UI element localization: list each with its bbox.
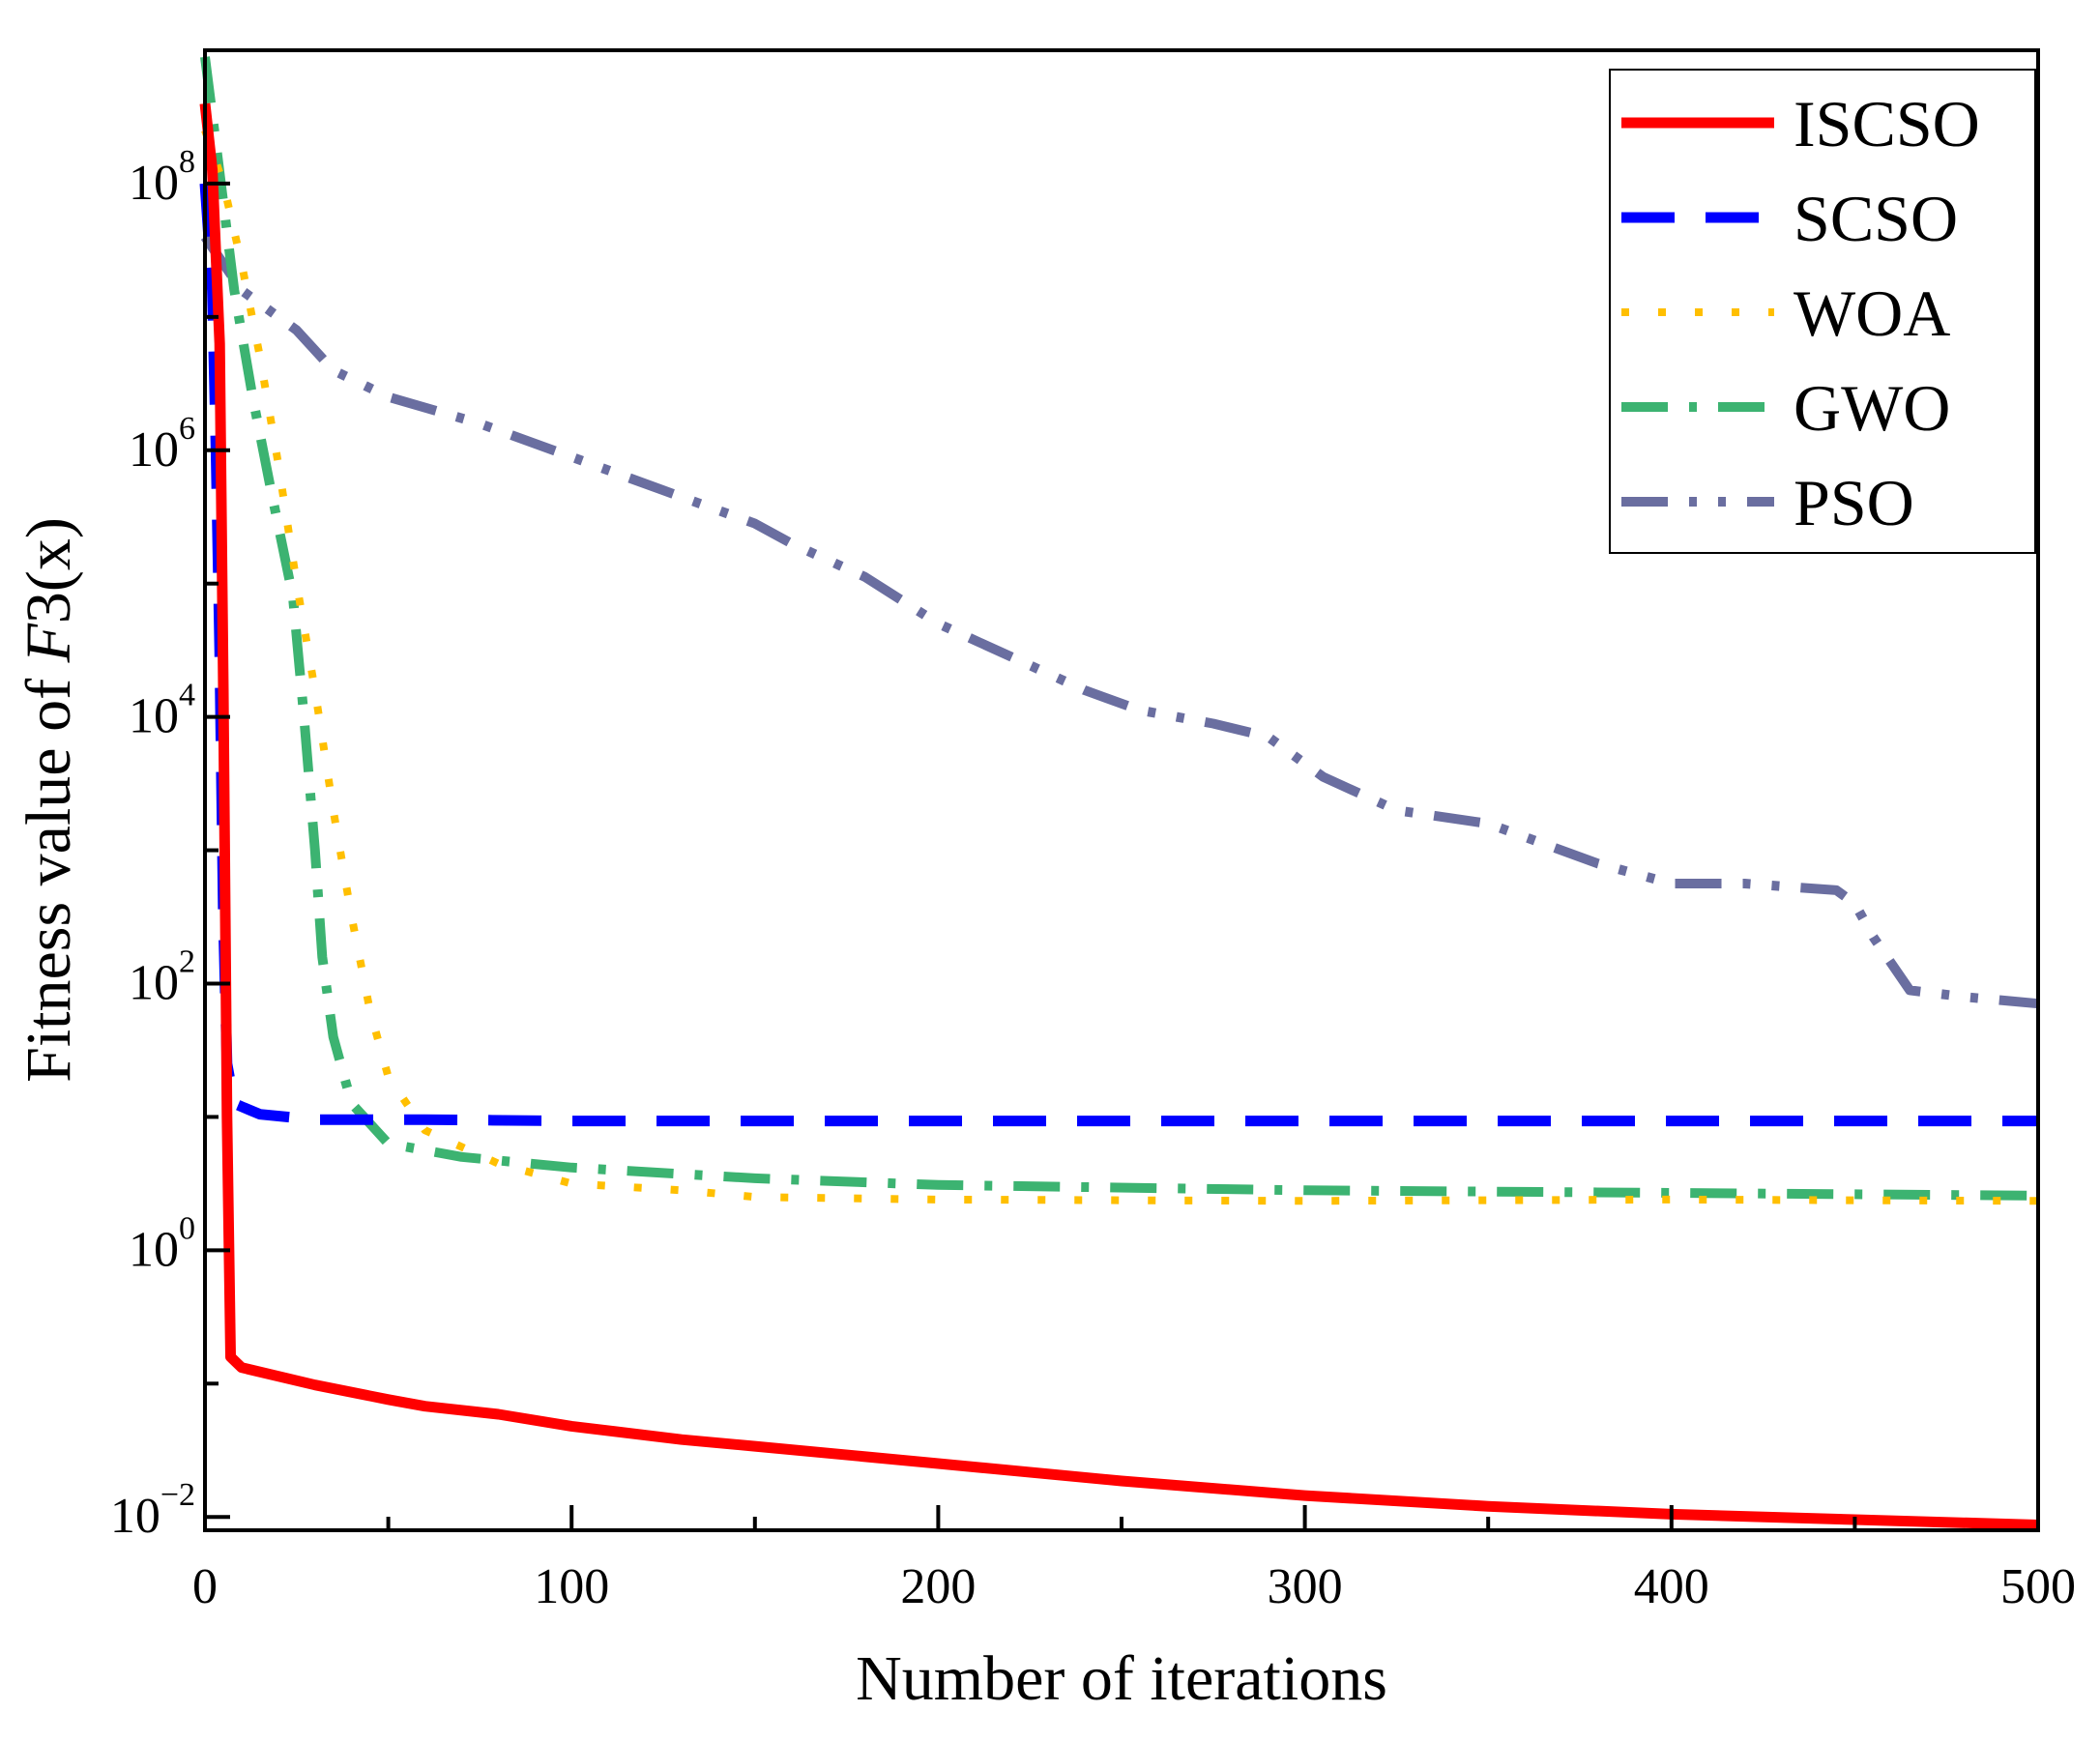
y-tick-base: 10: [129, 1222, 179, 1277]
y-tick-label: 10−2: [110, 1477, 195, 1544]
y-tick-base: 10: [129, 156, 179, 211]
x-tick-label: 100: [534, 1559, 609, 1614]
y-axis-title-suffix: 3(x): [14, 517, 84, 624]
legend-label-gwo: GWO: [1794, 371, 1950, 445]
series-line-pso: [200, 234, 2039, 1009]
y-tick-exponent: 2: [179, 943, 195, 979]
legend-box: [1609, 69, 2036, 554]
y-tick-exponent: 8: [179, 144, 195, 180]
y-tick-label: 106: [129, 411, 195, 478]
legend-label-woa: WOA: [1794, 276, 1950, 350]
x-tick-label: 300: [1268, 1559, 1343, 1614]
y-tick-base: 10: [110, 1489, 160, 1544]
y-axis-title-prefix: Fitness value of: [14, 662, 84, 1082]
x-tick-label: 500: [2000, 1559, 2076, 1614]
legend-label-pso: PSO: [1794, 466, 1914, 539]
series-layer: [199, 56, 2039, 1530]
y-tick-exponent: 4: [179, 678, 195, 713]
legend: ISCSO SCSO WOA GWO PSO: [1609, 69, 2036, 554]
x-axis-title: Number of iterations: [856, 1643, 1387, 1714]
y-tick-base: 10: [129, 422, 179, 478]
legend-label-iscso: ISCSO: [1794, 87, 1980, 160]
y-axis-title-function: F: [14, 623, 84, 663]
x-tick-label: 400: [1634, 1559, 1709, 1614]
legend-label-scso: SCSO: [1794, 182, 1958, 255]
series-line-scso: [199, 183, 2038, 1127]
series-line-gwo: [200, 56, 2039, 1201]
y-tick-exponent: 0: [179, 1210, 195, 1246]
y-tick-label: 100: [129, 1210, 195, 1277]
x-tick-label: 0: [192, 1559, 218, 1614]
x-axis-ticks: 0 100 200 300 400 500: [192, 1505, 2076, 1614]
y-tick-label: 108: [129, 144, 195, 211]
y-tick-base: 10: [129, 955, 179, 1010]
y-tick-exponent: 6: [179, 411, 195, 447]
y-tick-exponent: −2: [160, 1477, 195, 1513]
y-axis-title: Fitness value of F3(x): [14, 517, 84, 1083]
y-tick-base: 10: [129, 689, 179, 744]
series-line-iscso: [199, 102, 2039, 1530]
y-tick-label: 104: [129, 678, 195, 744]
y-tick-label: 102: [129, 943, 195, 1010]
x-tick-label: 200: [900, 1559, 976, 1614]
